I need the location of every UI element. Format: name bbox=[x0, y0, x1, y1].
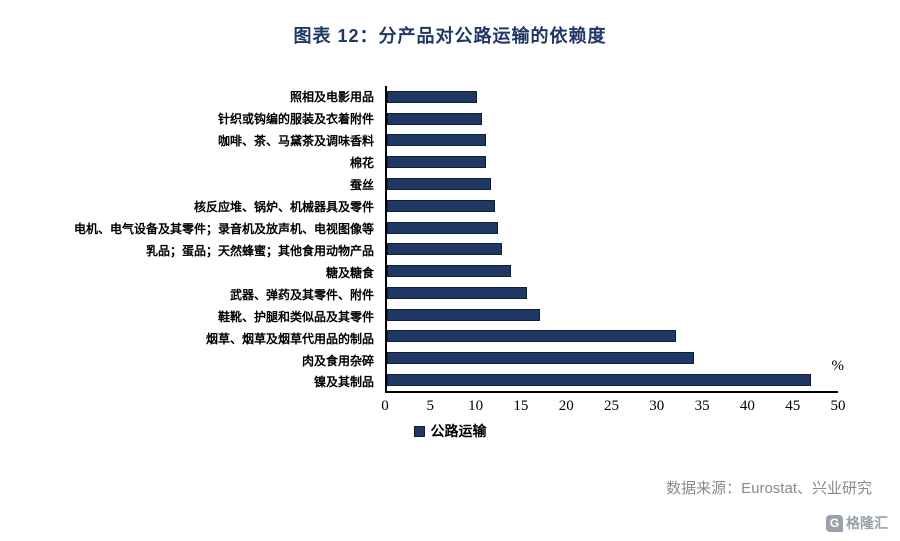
bar-row bbox=[387, 326, 838, 348]
bar-chart: 照相及电影用品针织或钩编的服装及衣着附件 咖啡、茶、马黛茶及调味香料棉花蚕丝核反应… bbox=[45, 86, 855, 414]
bar bbox=[387, 330, 676, 343]
category-label: 糖及糖食 bbox=[325, 265, 374, 280]
bar-row bbox=[387, 86, 838, 108]
bar-row bbox=[387, 217, 838, 239]
bar bbox=[387, 352, 694, 365]
bar bbox=[387, 112, 482, 125]
x-axis: 0 5 10 15 20 25 30 35 40 45 50 bbox=[381, 393, 845, 417]
category-label: 照相及电影用品 bbox=[289, 90, 374, 105]
category-label: 核反应堆、锅炉、机械器具及零件 bbox=[193, 200, 374, 215]
category-labels: 照相及电影用品针织或钩编的服装及衣着附件 咖啡、茶、马黛茶及调味香料棉花蚕丝核反应… bbox=[45, 86, 383, 393]
bar-row bbox=[387, 238, 838, 260]
bar-row bbox=[387, 260, 838, 282]
bar-row bbox=[387, 130, 838, 152]
bar-row bbox=[387, 347, 838, 369]
bar-row bbox=[387, 304, 838, 326]
bar-row bbox=[387, 195, 838, 217]
bar-row bbox=[387, 173, 838, 195]
gelonghui-logo-text: 格隆汇 bbox=[846, 515, 888, 531]
x-tick-label: 40 bbox=[739, 398, 755, 414]
x-tick-label: 25 bbox=[604, 398, 619, 414]
percent-axis-label: % bbox=[831, 358, 845, 374]
category-label: 肉及食用杂碎 bbox=[301, 353, 374, 368]
category-label: 电机、电气设备及其零件；录音机及放声机、电视图像等 bbox=[73, 221, 374, 236]
x-tick-label: 15 bbox=[513, 398, 529, 414]
bar bbox=[387, 156, 487, 169]
legend-swatch bbox=[413, 425, 425, 437]
category-label: 乳品；蛋品；天然蜂蜜；其他食用动物产品 bbox=[145, 243, 374, 258]
x-tick-label: 50 bbox=[830, 398, 846, 414]
bar bbox=[387, 374, 811, 387]
x-tick-label: 30 bbox=[649, 398, 665, 414]
legend: 公路运输 bbox=[0, 421, 900, 441]
x-tick-label: 0 bbox=[381, 398, 389, 414]
category-label: 咖啡、茶、马黛茶及调味香料 bbox=[217, 134, 374, 149]
category-label: 鞋靴、护腿和类似品及其零件 bbox=[217, 309, 374, 324]
x-tick-label: 5 bbox=[426, 398, 435, 414]
x-tick-label: 45 bbox=[785, 398, 801, 414]
category-label: 棉花 bbox=[349, 156, 374, 171]
bar bbox=[387, 178, 491, 191]
gelonghui-logo: G 格隆汇 bbox=[826, 513, 888, 533]
bar bbox=[387, 90, 478, 103]
x-tick-label: 10 bbox=[468, 398, 484, 414]
bar bbox=[387, 308, 541, 321]
category-label: 蚕丝 bbox=[349, 178, 374, 193]
legend-label: 公路运输 bbox=[430, 425, 487, 440]
x-tick-label: 35 bbox=[694, 398, 710, 414]
bar-row bbox=[387, 151, 838, 173]
bar bbox=[387, 286, 527, 299]
category-label: 针织或钩编的服装及衣着附件 bbox=[217, 112, 374, 127]
gelonghui-logo-icon: G bbox=[826, 514, 843, 532]
bar-row bbox=[387, 108, 838, 130]
category-label: 武器、弹药及其零件、附件 bbox=[229, 287, 374, 302]
bar bbox=[387, 221, 498, 234]
chart-title: 图表 12：分产品对公路运输的依赖度 bbox=[293, 26, 607, 46]
bar bbox=[387, 134, 487, 147]
source-text: 数据来源：Eurostat、兴业研究 bbox=[666, 480, 872, 497]
category-label: 镍及其制品 bbox=[313, 375, 374, 390]
category-label: 烟草、烟草及烟草代用品的制品 bbox=[205, 331, 374, 346]
x-tick-label: 20 bbox=[558, 398, 574, 414]
bar bbox=[387, 199, 496, 212]
bar bbox=[387, 243, 502, 256]
bar bbox=[387, 265, 512, 278]
bar-row bbox=[387, 369, 838, 391]
plot-area: % bbox=[385, 86, 844, 393]
bar-row bbox=[387, 282, 838, 304]
